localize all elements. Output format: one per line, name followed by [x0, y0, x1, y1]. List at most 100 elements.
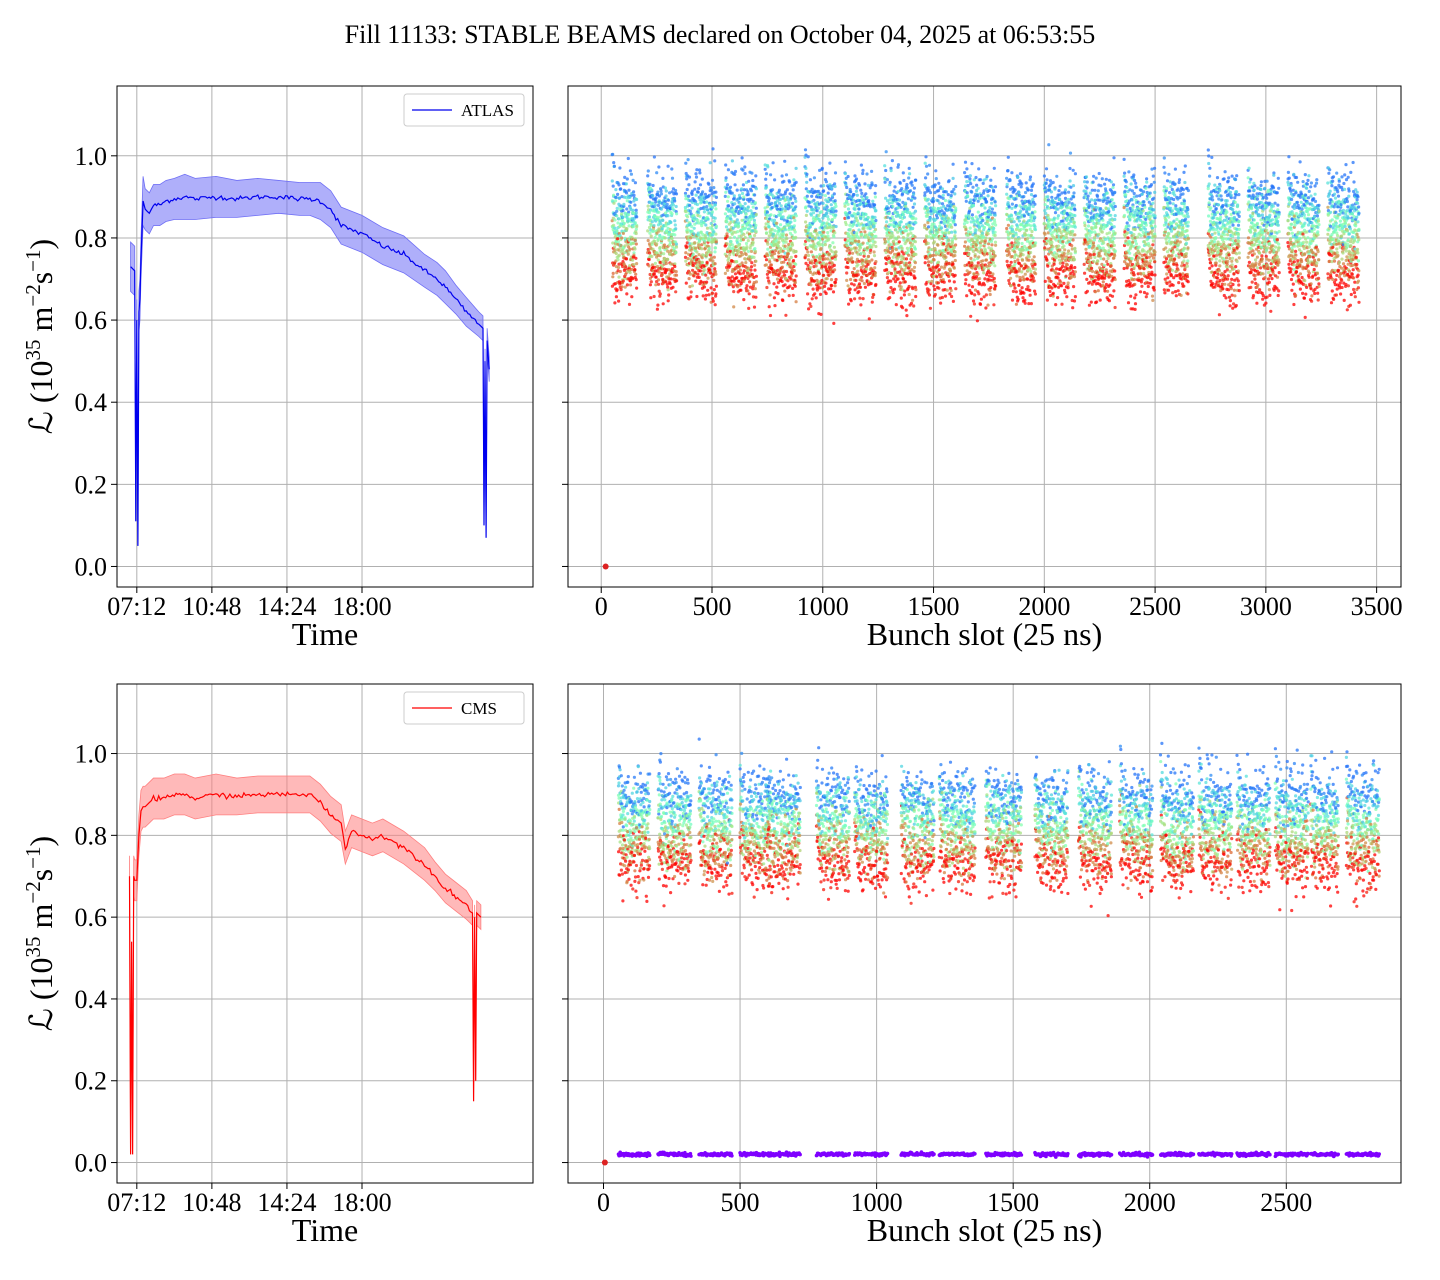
bunch-point	[1058, 222, 1062, 226]
bunch-point	[748, 280, 752, 284]
bunch-point	[850, 256, 854, 260]
bunch-point	[863, 182, 867, 186]
bunch-point	[694, 193, 698, 197]
bunch-point	[1025, 237, 1030, 241]
bunch-point	[1028, 288, 1032, 292]
bunch-point	[732, 305, 736, 309]
bunch-point	[619, 244, 623, 248]
bunch-point	[781, 215, 785, 219]
bunch-point	[1010, 206, 1014, 210]
bunch-point	[963, 282, 968, 286]
bunch-point	[674, 204, 678, 209]
bunch-point	[990, 207, 995, 211]
bunch-point	[846, 265, 850, 270]
bunch-point	[666, 249, 670, 253]
bunch-point	[633, 221, 637, 225]
bunch-point	[834, 250, 838, 254]
bunch-point	[615, 209, 619, 213]
bunch-point	[889, 223, 894, 227]
bunch-point	[666, 214, 670, 218]
bunch-point	[749, 189, 754, 193]
bunch-point	[859, 217, 863, 221]
bunch-point	[704, 223, 708, 227]
bunch-point	[926, 197, 930, 201]
bunch-point	[992, 226, 996, 230]
bunch-point	[621, 231, 626, 235]
bunch-point	[901, 277, 906, 281]
bunch-point	[1066, 281, 1070, 285]
bunch-point	[657, 194, 662, 198]
bunch-point	[634, 272, 638, 276]
bunch-point	[860, 191, 864, 195]
bunch-point	[794, 235, 798, 239]
bunch-point	[971, 299, 976, 303]
bunch-point	[911, 205, 915, 209]
bunch-point	[737, 221, 741, 225]
bunch-point	[981, 203, 985, 207]
bunch-point	[909, 272, 913, 277]
bunch-point	[847, 302, 851, 306]
bunch-point	[625, 283, 630, 287]
bunch-point	[1057, 272, 1061, 276]
bunch-point	[611, 271, 615, 275]
bunch-point	[669, 277, 673, 281]
y-tick-label: 0.4	[75, 388, 108, 417]
bunch-point	[712, 278, 716, 282]
bunch-point	[684, 194, 688, 198]
bunch-point	[625, 292, 629, 296]
bunch-point	[1065, 263, 1069, 267]
bunch-point	[910, 183, 914, 187]
bunch-point	[873, 240, 877, 244]
bunch-point	[674, 245, 679, 249]
bunch-point	[685, 245, 689, 249]
bunch-point	[892, 239, 896, 243]
bunch-point	[769, 263, 774, 267]
bunch-point	[790, 205, 794, 209]
bunch-point	[749, 268, 753, 272]
bunch-point	[683, 191, 688, 195]
bunch-point	[823, 194, 828, 198]
bunch-point	[711, 147, 715, 151]
bunch-point	[856, 263, 860, 267]
bunch-point	[834, 209, 838, 213]
bunch-point	[647, 264, 651, 268]
bunch-point	[711, 297, 715, 301]
bunch-point	[977, 167, 981, 171]
bunch-point	[706, 208, 710, 212]
bunch-point	[930, 227, 934, 231]
bunch-point	[733, 202, 737, 206]
bunch-point	[967, 215, 972, 219]
bunch-point	[657, 270, 661, 274]
bunch-point	[1026, 188, 1030, 192]
bunch-point	[874, 209, 878, 213]
bunch-point	[1014, 290, 1018, 294]
bunch-point	[747, 306, 751, 310]
bunch-point	[1033, 210, 1037, 214]
bunch-point	[900, 187, 904, 191]
bunch-point	[710, 178, 715, 182]
bunch-point	[725, 220, 729, 224]
bunch-point	[703, 268, 707, 272]
bunch-point	[775, 221, 779, 225]
bunch-point	[631, 224, 636, 229]
bunch-point	[699, 280, 704, 284]
bunch-point	[614, 195, 618, 200]
bunch-point	[928, 191, 933, 195]
bunch-point	[710, 256, 714, 260]
x-tick-label: 14:24	[257, 592, 316, 621]
bunch-point	[708, 268, 712, 272]
bunch-point	[939, 265, 944, 269]
bunch-point	[1056, 296, 1060, 300]
bunch-point	[825, 262, 829, 266]
bunch-point	[634, 231, 638, 236]
bunch-point	[813, 292, 817, 296]
bunch-point	[731, 285, 735, 289]
bunch-point	[646, 204, 650, 208]
bunch-point	[622, 225, 626, 229]
bunch-point	[936, 230, 940, 234]
bunch-point	[694, 175, 699, 179]
bunch-point	[706, 217, 710, 221]
bunch-point	[942, 242, 946, 246]
bunch-point	[850, 247, 854, 251]
bunch-point	[991, 261, 996, 265]
